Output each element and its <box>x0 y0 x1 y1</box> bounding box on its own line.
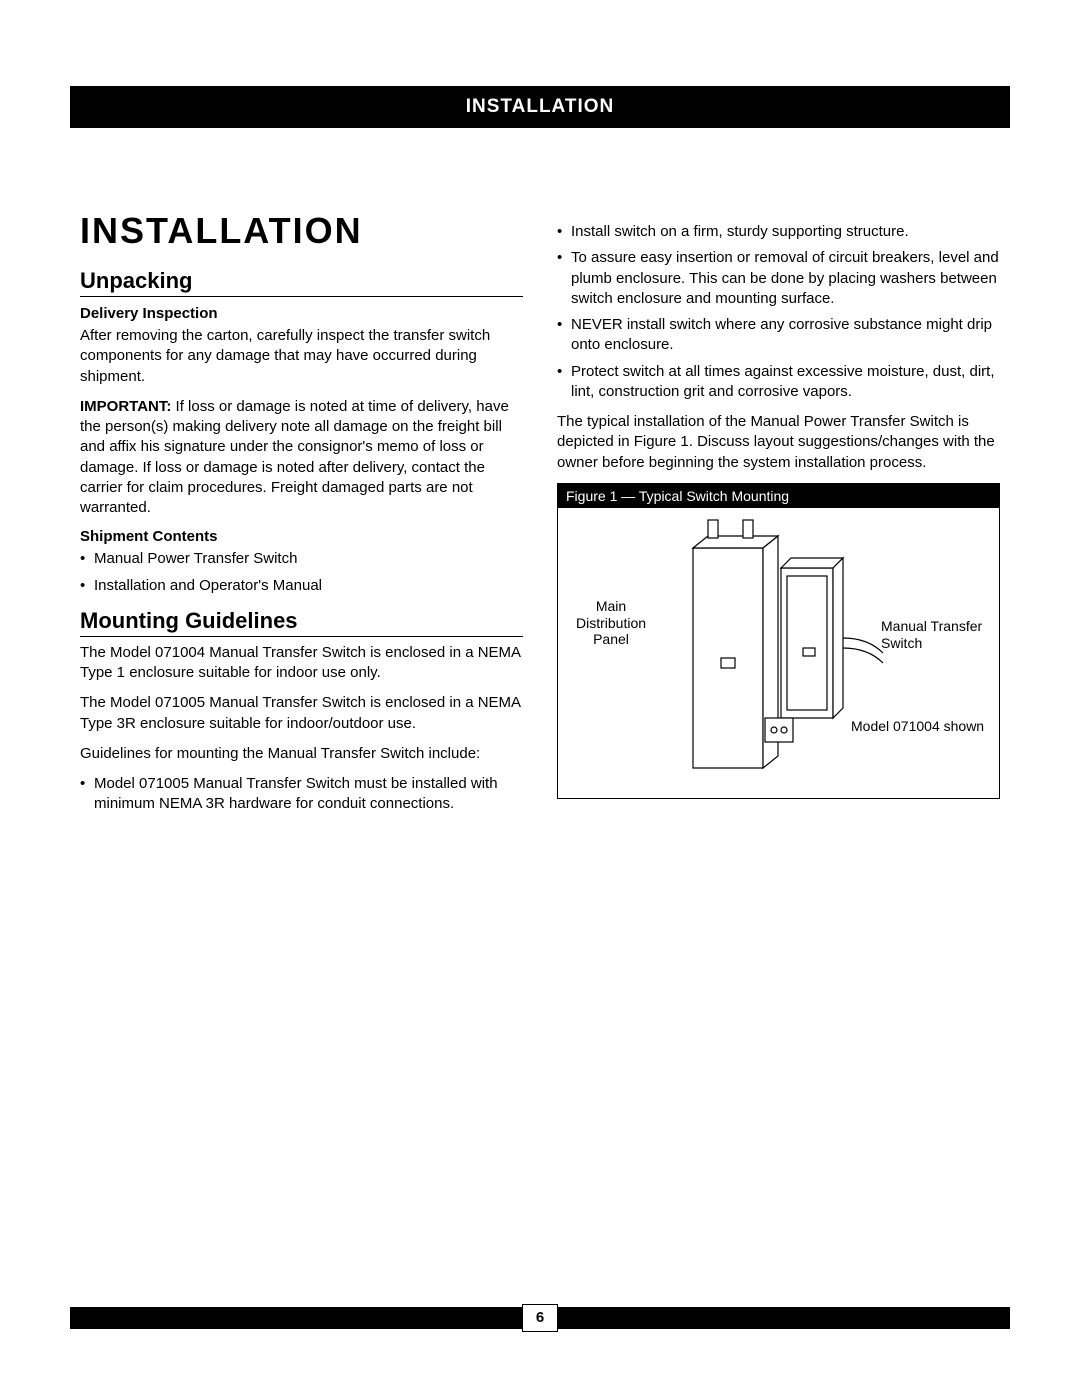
list-item: Installation and Operator's Manual <box>80 576 523 596</box>
delivery-inspection-heading: Delivery Inspection <box>80 305 523 322</box>
page-number: 6 <box>522 1304 558 1332</box>
shipment-contents-list: Manual Power Transfer Switch Installatio… <box>80 549 523 596</box>
figure-caption: Figure 1 — Typical Switch Mounting <box>558 484 999 508</box>
left-column: INSTALLATION Unpacking Delivery Inspecti… <box>80 210 523 825</box>
shipment-contents-heading: Shipment Contents <box>80 528 523 545</box>
header-title: INSTALLATION <box>466 96 615 117</box>
list-item: To assure easy insertion or removal of c… <box>557 248 1000 309</box>
header-bar: INSTALLATION <box>70 86 1010 128</box>
mounting-list: Model 071005 Manual Transfer Switch must… <box>80 774 523 815</box>
mounting-heading: Mounting Guidelines <box>80 608 523 637</box>
figure-body: Main Distribution Panel Manual Transfer … <box>558 508 999 798</box>
list-item: Install switch on a firm, sturdy support… <box>557 222 1000 242</box>
delivery-important-para: IMPORTANT: If loss or damage is noted at… <box>80 397 523 519</box>
right-para: The typical installation of the Manual P… <box>557 412 1000 473</box>
figure-label-left: Main Distribution Panel <box>566 598 656 648</box>
right-column: Install switch on a firm, sturdy support… <box>557 210 1000 825</box>
switch-mounting-diagram <box>653 518 913 788</box>
delivery-inspection-para: After removing the carton, carefully ins… <box>80 326 523 387</box>
mounting-para1: The Model 071004 Manual Transfer Switch … <box>80 643 523 684</box>
figure-1: Figure 1 — Typical Switch Mounting Main … <box>557 483 1000 799</box>
page-body: INSTALLATION Unpacking Delivery Inspecti… <box>80 210 1000 825</box>
important-text: If loss or damage is noted at time of de… <box>80 398 509 516</box>
list-item: Protect switch at all times against exce… <box>557 362 1000 403</box>
main-title: INSTALLATION <box>80 210 523 252</box>
mounting-para3: Guidelines for mounting the Manual Trans… <box>80 744 523 764</box>
mounting-para2: The Model 071005 Manual Transfer Switch … <box>80 693 523 734</box>
unpacking-heading: Unpacking <box>80 268 523 297</box>
right-bullets: Install switch on a firm, sturdy support… <box>557 222 1000 402</box>
list-item: Model 071005 Manual Transfer Switch must… <box>80 774 523 815</box>
important-label: IMPORTANT: <box>80 398 171 415</box>
list-item: NEVER install switch where any corrosive… <box>557 315 1000 356</box>
list-item: Manual Power Transfer Switch <box>80 549 523 569</box>
